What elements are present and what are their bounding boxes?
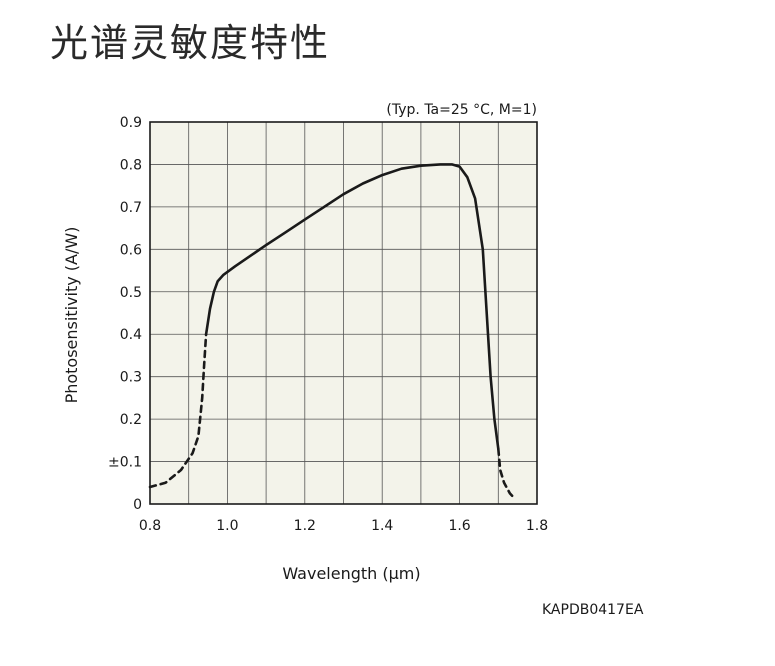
- dashed-series-line-1: [148, 332, 208, 489]
- x-tick-label: 1.4: [371, 518, 393, 534]
- series-lines: [148, 163, 516, 499]
- y-tick-label: 0.4: [120, 327, 142, 343]
- x-tick-label: 1.6: [448, 518, 470, 534]
- conditions-annotation: (Typ. Ta=25 °C, M=1): [386, 102, 537, 118]
- x-tick-label: 1.0: [216, 518, 238, 534]
- y-tick-label: 0.3: [120, 370, 142, 386]
- x-tick-label: 0.8: [139, 518, 161, 534]
- y-tick-label: 0.6: [120, 242, 142, 258]
- dashed-series-line-2: [497, 447, 516, 499]
- y-tick-label: 0: [133, 497, 142, 513]
- x-axis-label: Wavelength (μm): [282, 564, 420, 583]
- y-tick-label: 0.5: [120, 285, 142, 301]
- y-axis-label: Photosensitivity (A/W): [62, 227, 81, 404]
- figure-code: KAPDB0417EA: [542, 602, 644, 618]
- y-tick-label: ±0.1: [108, 455, 142, 471]
- x-axis: 0.8 1.0 1.2 1.4 1.6 1.8: [139, 518, 548, 534]
- y-tick-label: 0.7: [120, 200, 142, 216]
- plot-frame: [149, 121, 538, 505]
- y-axis: 0 ±0.1 0.2 0.3 0.4 0.5 0.6 0.7 0.8 0.9: [108, 115, 142, 513]
- y-tick-label: 0.2: [120, 412, 142, 428]
- solid-series-line-0: [204, 163, 500, 451]
- y-tick-label: 0.8: [120, 157, 142, 173]
- x-tick-label: 1.8: [526, 518, 548, 534]
- y-tick-label: 0.9: [120, 115, 142, 131]
- x-tick-label: 1.2: [294, 518, 316, 534]
- page-title: 光谱灵敏度特性: [50, 21, 331, 65]
